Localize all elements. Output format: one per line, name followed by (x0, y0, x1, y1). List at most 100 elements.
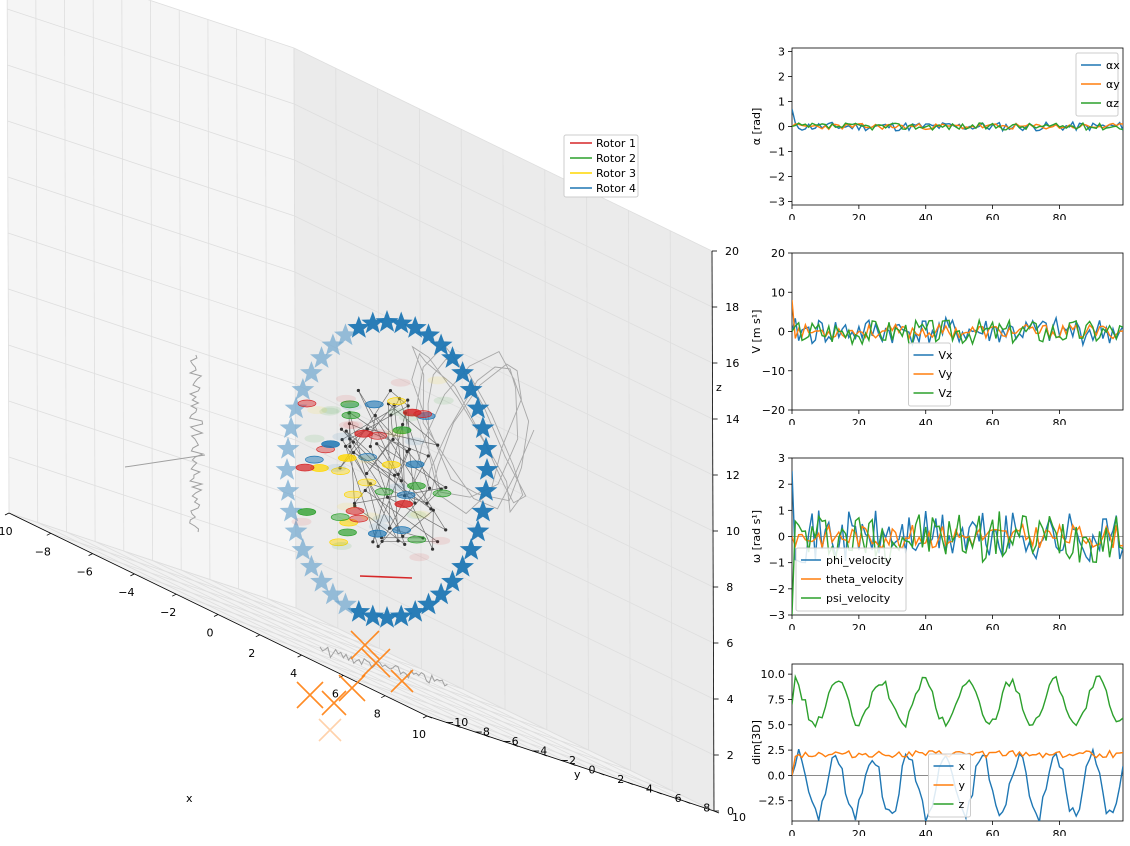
rotor-disc (295, 463, 315, 472)
x-tick (422, 715, 428, 719)
rotor-disc (329, 538, 349, 547)
rotor-disc-faded (307, 406, 328, 415)
rotor-disc (405, 460, 425, 469)
legend-label: Vx (939, 349, 954, 362)
trajectory-point (344, 444, 348, 448)
rotor-disc (358, 453, 377, 461)
y-tick-label: 0 (778, 326, 785, 339)
x-tick (88, 553, 93, 556)
legend-label: Rotor 2 (596, 152, 636, 165)
grid-line (295, 495, 714, 700)
gate-star-marker (310, 346, 333, 368)
x-tick-label: 4 (290, 667, 297, 680)
trajectory-point (373, 413, 377, 418)
grid-line (294, 327, 714, 532)
trajectory-point (340, 437, 344, 442)
grid-line (209, 579, 629, 783)
rotor-disc-faded (386, 429, 407, 438)
gate-star-marker (276, 479, 300, 501)
y-tick (570, 763, 576, 766)
rotor-disc-faded (404, 437, 425, 446)
legend-label: αy (1106, 78, 1120, 91)
omega-panel: −3 −2 −1 0 1 2 3 0 20 40 60 80 ω [rad s¹] phi_velocit… (750, 452, 1124, 630)
x-tick-label: −4 (118, 586, 134, 599)
rotor-disc-faded (427, 376, 448, 385)
trajectory-side-projection (188, 354, 205, 533)
gate-star-marker (389, 311, 413, 334)
y-tick (455, 725, 461, 728)
y-tick-label: 0 (778, 531, 785, 544)
3d-scene-objects (124, 310, 535, 742)
rotor-disc (387, 397, 406, 406)
gate-star-marker (466, 519, 490, 542)
series-line-z (792, 674, 1123, 729)
rotor-disc-faded (372, 514, 393, 523)
x-tick-label: 10 (412, 728, 426, 741)
z-tick-label: 6 (726, 637, 733, 650)
gate-star-marker (451, 554, 474, 577)
y-tick-label: 10 (771, 286, 785, 299)
gate-star-marker (471, 416, 495, 438)
grid-line (181, 569, 600, 774)
rotor-disc (396, 491, 416, 499)
trajectory-point (406, 404, 410, 408)
y-tick-label: −20 (762, 404, 785, 417)
grid-line (295, 607, 715, 812)
grid-line (301, 654, 589, 751)
gate-star-marker (389, 604, 413, 627)
z-axis-label: z (716, 381, 722, 394)
rotor-disc (413, 410, 433, 418)
panel-legend: phi_velocity theta_velocity psi_velocity (795, 547, 907, 612)
y-tick (656, 791, 662, 795)
gate-star-marker (291, 538, 315, 560)
x-tick-label: 40 (919, 417, 933, 425)
trajectory-point (430, 547, 435, 551)
rotor-disc (297, 399, 317, 408)
dim-panel: −2.5 0.0 2.5 5.0 7.5 10.0 0 20 40 60 80 dim[3D] xyz (750, 663, 1124, 836)
x-tick-label: 0 (789, 212, 796, 220)
panel-legend: αx αy αz (1075, 52, 1120, 117)
rotor-disc-edge (359, 575, 413, 579)
x-tick-label: 60 (986, 622, 1000, 630)
gate-star-marker (347, 316, 371, 338)
grid-line (295, 551, 714, 756)
rotor-disc-faded (332, 432, 353, 441)
series-line-αz (792, 121, 1123, 132)
rotor-disc (341, 411, 361, 420)
rotor-disc (364, 400, 384, 409)
grid-line (385, 695, 673, 792)
x-tick-label: 40 (919, 828, 933, 836)
trajectory-point (365, 427, 369, 431)
trajectory-point (363, 488, 367, 493)
y-tick-label: −3 (769, 609, 785, 622)
x-tick-label: 60 (986, 212, 1000, 220)
trajectory-point (426, 454, 430, 458)
y-tick (484, 734, 490, 738)
panel-legend: Vx Vy Vz (908, 342, 954, 407)
trajectory-point (368, 444, 372, 449)
trajectory-point (435, 540, 440, 544)
gate-star-marker (300, 361, 323, 383)
series-line-y (792, 749, 1123, 776)
gate-star-marker (375, 310, 399, 332)
trajectory-point (347, 422, 352, 426)
x-tick-label: 2 (248, 647, 255, 660)
y-tick-label: 5.0 (768, 719, 786, 732)
drone-trajectory (339, 390, 447, 550)
rotor-disc-faded (326, 463, 347, 472)
trajectory-point (365, 471, 369, 476)
grid-line (267, 598, 686, 802)
rotor-disc (407, 482, 426, 490)
rotor-disc-faded (433, 396, 454, 405)
z-tick-label: 20 (725, 245, 739, 258)
gate-star-marker (291, 378, 315, 400)
legend-label: Vz (939, 387, 953, 400)
y-tick-label: −1 (769, 146, 785, 159)
trajectory-point (413, 501, 417, 505)
gate-star-marker (321, 582, 345, 605)
rotor-legend: Rotor 1 Rotor 2 Rotor 3 Rotor 4 (563, 134, 639, 198)
legend-box (795, 547, 907, 612)
x-tick (297, 654, 302, 658)
gate-star-marker (300, 554, 323, 577)
rotor-disc (343, 490, 363, 499)
